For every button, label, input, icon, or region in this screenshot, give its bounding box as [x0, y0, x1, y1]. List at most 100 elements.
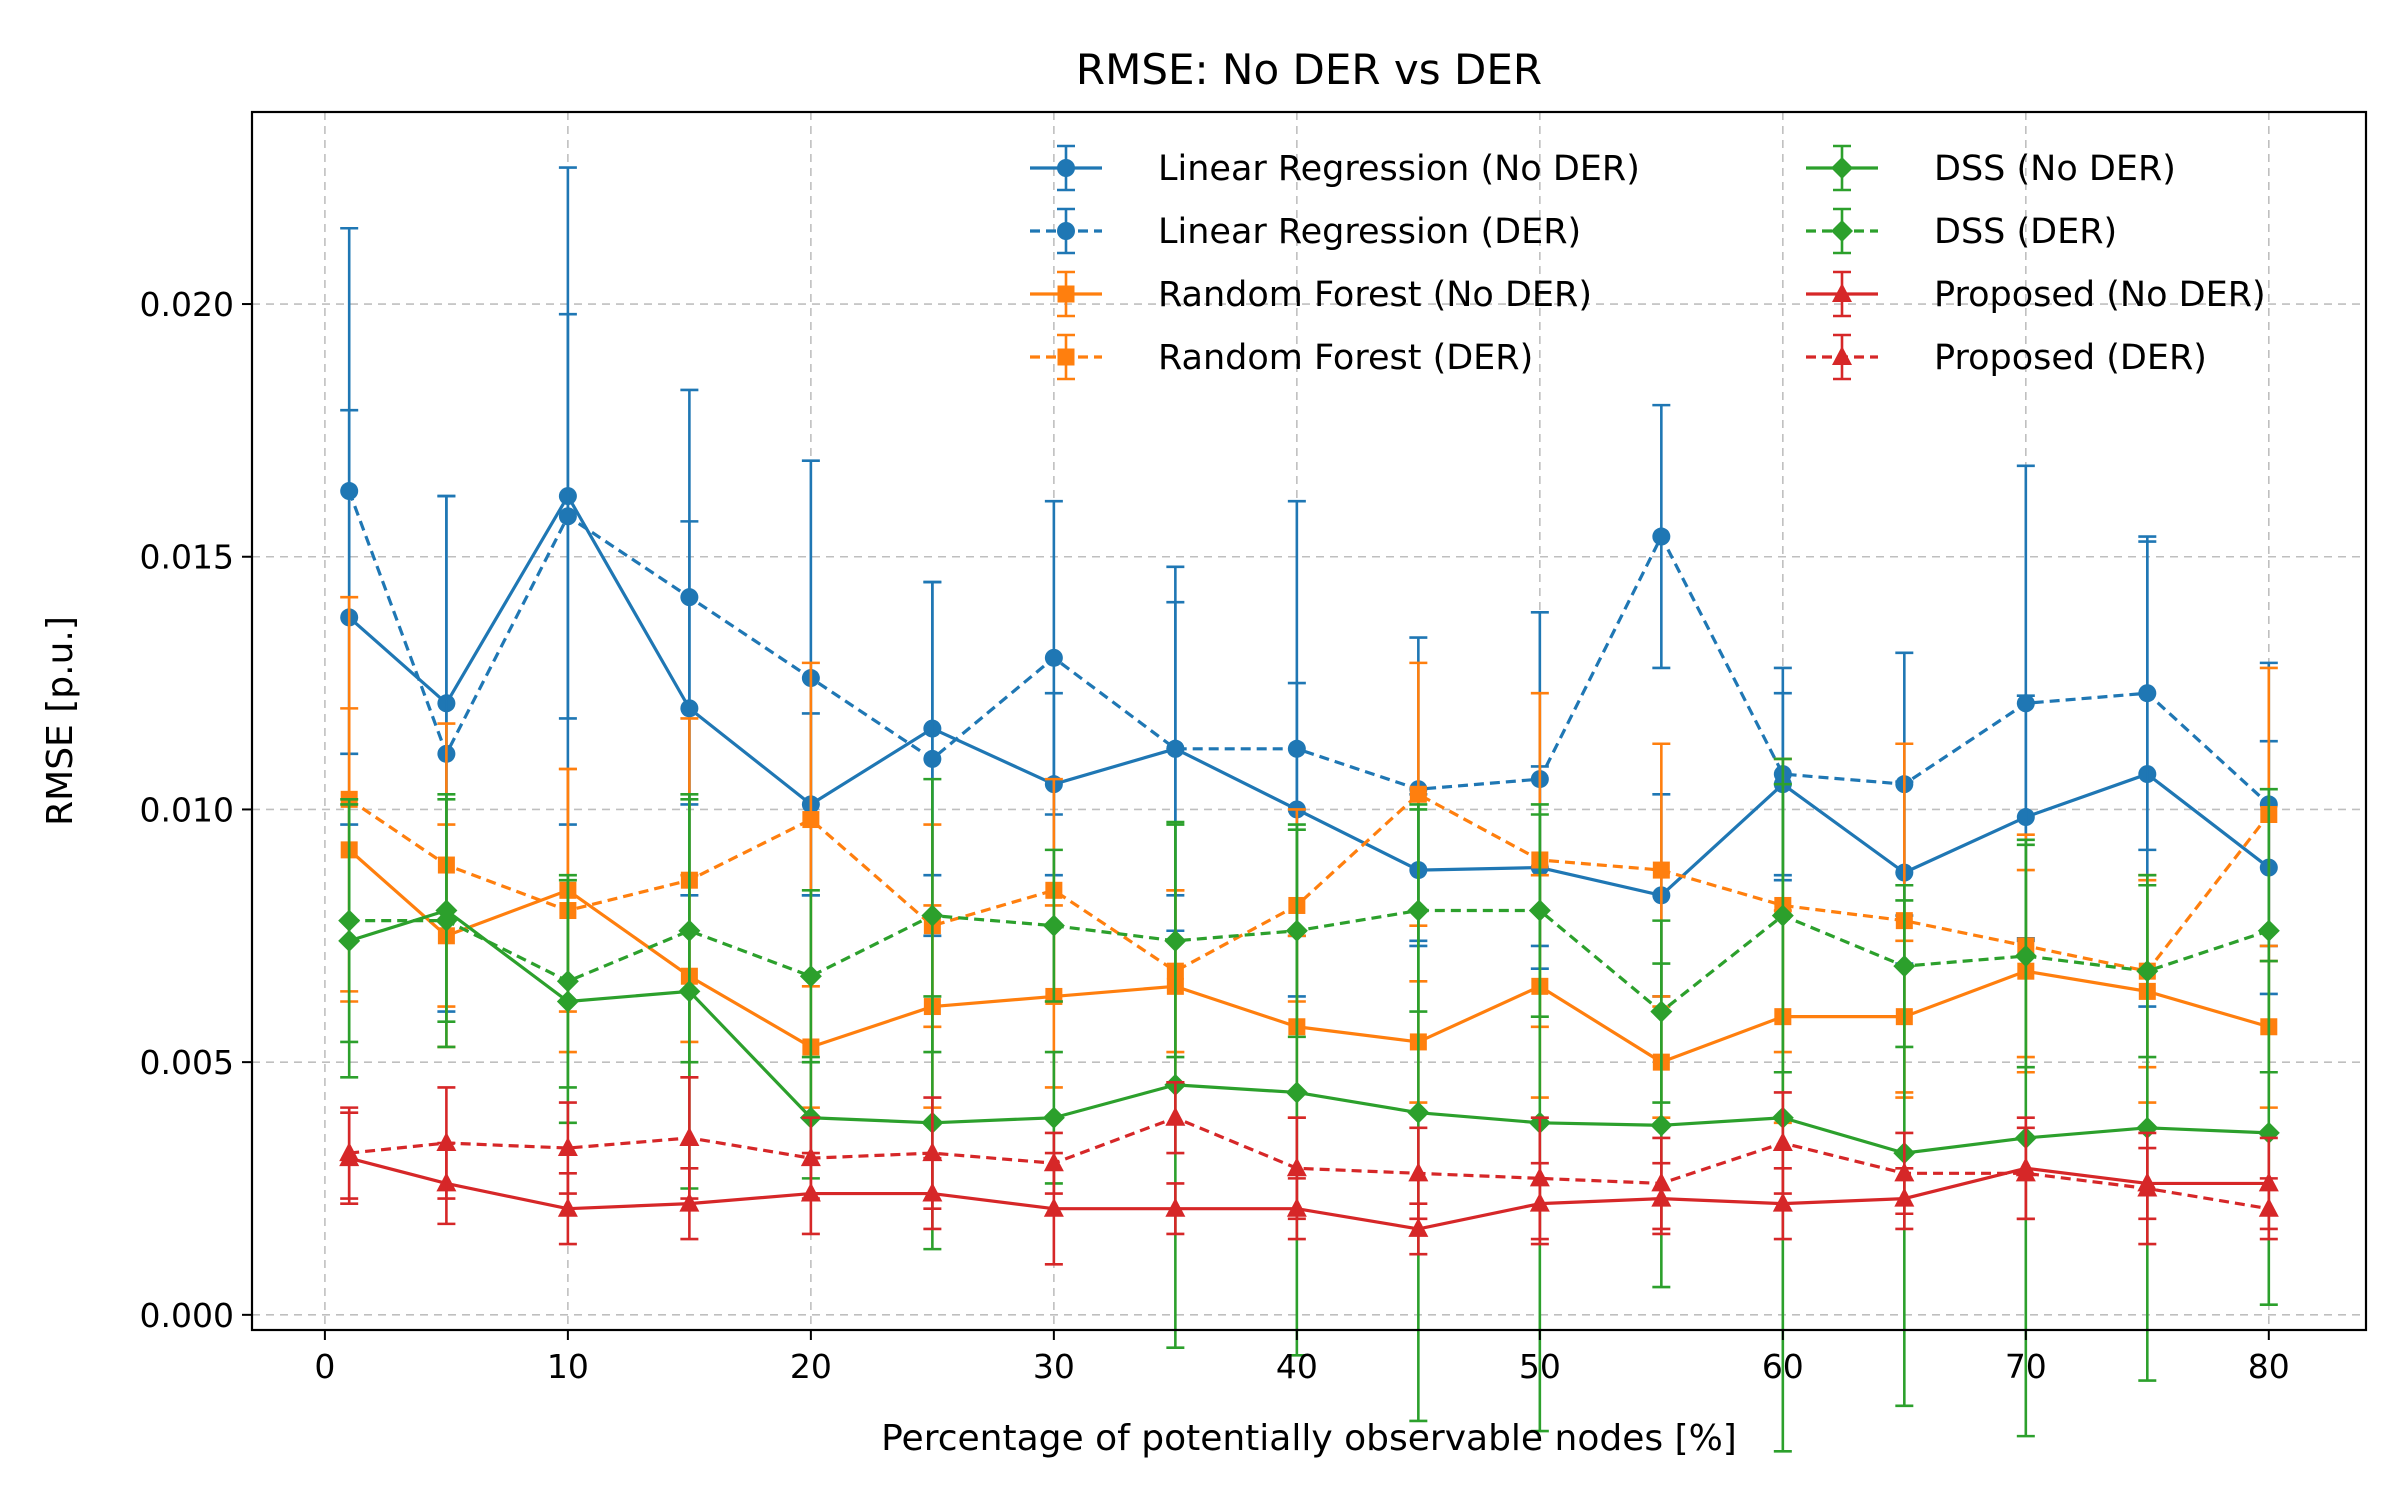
data-point: [923, 749, 942, 768]
data-point: [1165, 1106, 1186, 1126]
data-point: [1772, 1132, 1793, 1152]
data-point: [921, 904, 944, 927]
series-dss-der: [338, 757, 2280, 1104]
data-point: [436, 1132, 457, 1152]
legend-label: Linear Regression (DER): [1158, 212, 1581, 252]
data-point: [338, 909, 361, 932]
y-tick-label: 0.015: [140, 538, 234, 577]
series-line: [348, 792, 2271, 973]
legend-item: Proposed (No DER): [1806, 270, 2266, 318]
data-point: [1286, 1157, 1307, 1177]
x-axis-label: Percentage of potentially observable nod…: [881, 1418, 1737, 1459]
data-point: [339, 1142, 360, 1162]
data-point: [1407, 899, 1430, 922]
data-point: [2257, 919, 2280, 942]
y-tick-label: 0.005: [140, 1043, 234, 1082]
legend-label: Random Forest (No DER): [1158, 275, 1592, 315]
legend-label: Proposed (No DER): [1934, 275, 2266, 315]
legend-item: Random Forest (No DER): [1030, 270, 1592, 318]
legend-item: Linear Regression (No DER): [1030, 144, 1640, 192]
y-tick-label: 0.010: [140, 790, 234, 829]
data-point: [1651, 1172, 1672, 1192]
data-point: [1287, 739, 1306, 758]
series-proposed-der: [339, 1076, 2279, 1246]
data-point: [1529, 1167, 1550, 1187]
legend-item: DSS (No DER): [1806, 144, 2176, 192]
y-tick-label: 0.000: [140, 1296, 234, 1335]
axes: 0 10 20 30 40 50 60 70 80 0.000 0.005 0.010 0.015 0.0…: [140, 285, 2290, 1386]
data-point: [1042, 914, 1065, 937]
legend-marker: [1057, 222, 1075, 240]
series-random-forest-no-der: [340, 707, 2278, 1125]
data-point: [802, 811, 820, 829]
y-tick-label: 0.020: [140, 285, 234, 324]
legend: Linear Regression (No DER) Linear Regress…: [1030, 144, 2266, 381]
data-point: [800, 1147, 821, 1167]
data-point: [2258, 1197, 2279, 1217]
data-point: [2016, 694, 2035, 713]
x-tick-label: 20: [790, 1347, 832, 1386]
data-point: [1408, 1217, 1429, 1237]
series-line: [347, 490, 2270, 806]
data-point: [556, 970, 579, 993]
x-tick-label: 40: [1276, 1347, 1318, 1386]
legend-item: Proposed (DER): [1806, 333, 2207, 381]
data-point: [1893, 955, 1916, 978]
legend-marker: [1057, 348, 1075, 366]
data-point: [557, 1137, 578, 1157]
series-line: [348, 908, 2269, 1155]
legend-item: DSS (DER): [1806, 207, 2117, 255]
series-line: [349, 1116, 2270, 1211]
series-line: [348, 848, 2270, 1064]
data-point: [1652, 861, 1670, 879]
data-point: [678, 919, 701, 942]
data-point: [1409, 785, 1427, 803]
data-point: [1407, 1101, 1430, 1124]
data-point: [2015, 1162, 2036, 1182]
y-axis-label: RMSE [p.u.]: [40, 616, 81, 826]
data-point: [1772, 1192, 1793, 1212]
legend-label: DSS (DER): [1934, 212, 2117, 252]
x-tick-label: 30: [1033, 1347, 1075, 1386]
series-random-forest-der: [340, 595, 2278, 1099]
chart-title: RMSE: No DER vs DER: [1076, 45, 1542, 94]
x-tick-label: 10: [547, 1347, 589, 1386]
plot-frame: [250, 110, 2368, 1332]
data-point: [679, 1126, 700, 1146]
data-point: [1166, 739, 1185, 758]
data-point: [557, 1197, 578, 1217]
x-tick-label: 70: [2005, 1347, 2047, 1386]
series-proposed-no-der: [339, 1111, 2279, 1266]
data-point: [1043, 1152, 1064, 1172]
legend-label: DSS (No DER): [1934, 149, 2176, 189]
data-point: [1044, 648, 1063, 667]
x-tick-label: 0: [314, 1347, 335, 1386]
data-point: [680, 588, 699, 607]
data-point: [340, 482, 359, 501]
x-tick-label: 80: [2248, 1347, 2290, 1386]
legend-marker: [1831, 157, 1853, 179]
data-point: [1285, 1081, 1308, 1104]
data-point: [1408, 1162, 1429, 1182]
x-tick-label: 60: [1762, 1347, 1804, 1386]
data-point: [1528, 899, 1551, 922]
data-point: [1164, 929, 1187, 952]
data-point: [1043, 1197, 1064, 1217]
data-point: [799, 965, 822, 988]
data-point: [2137, 1177, 2158, 1197]
data-point: [1894, 1162, 1915, 1182]
data-point: [922, 1142, 943, 1162]
legend-marker: [1832, 346, 1852, 365]
data-point: [1285, 919, 1308, 942]
x-tick-label: 50: [1519, 1347, 1561, 1386]
data-point: [1650, 1114, 1673, 1137]
data-point: [1650, 1000, 1673, 1023]
legend-marker: [1831, 220, 1853, 242]
data-point: [2138, 684, 2157, 703]
legend-label: Random Forest (DER): [1158, 338, 1533, 378]
legend-marker: [1057, 285, 1075, 303]
data-point: [1165, 1197, 1186, 1217]
data-point: [1652, 527, 1671, 546]
